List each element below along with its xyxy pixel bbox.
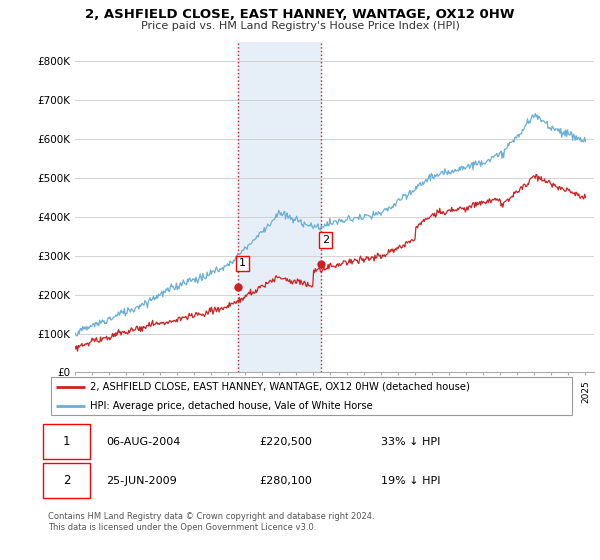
Text: £280,100: £280,100 [259, 476, 312, 486]
Text: £220,500: £220,500 [259, 437, 312, 447]
Text: HPI: Average price, detached house, Vale of White Horse: HPI: Average price, detached house, Vale… [90, 401, 373, 411]
FancyBboxPatch shape [50, 377, 572, 415]
Text: Price paid vs. HM Land Registry's House Price Index (HPI): Price paid vs. HM Land Registry's House … [140, 21, 460, 31]
Text: 2, ASHFIELD CLOSE, EAST HANNEY, WANTAGE, OX12 0HW: 2, ASHFIELD CLOSE, EAST HANNEY, WANTAGE,… [85, 8, 515, 21]
Text: Contains HM Land Registry data © Crown copyright and database right 2024.
This d: Contains HM Land Registry data © Crown c… [48, 512, 374, 532]
Text: 33% ↓ HPI: 33% ↓ HPI [380, 437, 440, 447]
Text: 1: 1 [239, 258, 246, 268]
Text: 06-AUG-2004: 06-AUG-2004 [106, 437, 181, 447]
Text: 2: 2 [322, 235, 329, 245]
Text: 19% ↓ HPI: 19% ↓ HPI [380, 476, 440, 486]
Text: 2: 2 [63, 474, 70, 487]
Bar [238, 42, 322, 372]
FancyBboxPatch shape [43, 424, 90, 459]
Text: 2, ASHFIELD CLOSE, EAST HANNEY, WANTAGE, OX12 0HW (detached house): 2, ASHFIELD CLOSE, EAST HANNEY, WANTAGE,… [90, 381, 470, 391]
Text: 25-JUN-2009: 25-JUN-2009 [106, 476, 177, 486]
FancyBboxPatch shape [43, 464, 90, 498]
Text: 1: 1 [63, 435, 70, 448]
